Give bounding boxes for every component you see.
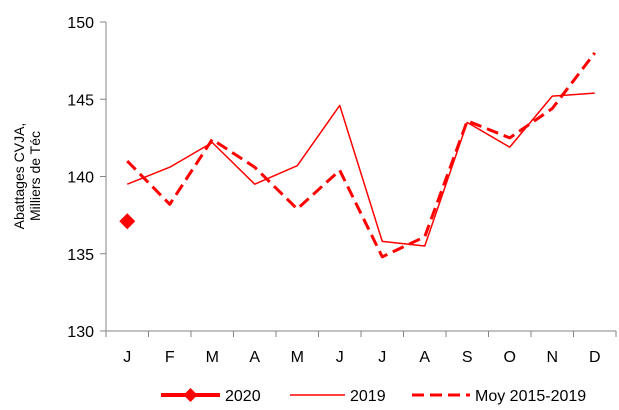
series-moy-2015-2019-line (126, 51, 596, 259)
x-tick-label: M (291, 349, 304, 366)
y-tick-label: 145 (67, 92, 94, 109)
y-tick-label: 135 (67, 247, 94, 264)
legend-label: 2020 (225, 388, 261, 405)
y-ticks: 130 135 140 145 150 (67, 15, 106, 341)
y-axis-title: Abattages CVJA, Milliers de Téc (11, 123, 43, 230)
x-tick-label: F (165, 349, 175, 366)
legend-label: 2019 (350, 388, 386, 405)
x-tick-label: D (589, 349, 601, 366)
legend-item: 2019 (290, 388, 386, 405)
legend-label: Moy 2015-2019 (475, 388, 586, 405)
y-axis-title-line-1: Abattages CVJA, (11, 123, 27, 230)
x-tick-label: N (546, 349, 558, 366)
y-tick-label: 140 (67, 170, 94, 187)
y-axis-title-line-2: Milliers de Téc (27, 131, 43, 221)
series-2019-line (126, 92, 595, 247)
x-tick-label: J (123, 349, 131, 366)
x-tick-label: O (504, 349, 516, 366)
series-2020-point (119, 213, 136, 230)
x-tick-label: A (249, 349, 260, 366)
x-tick-label: M (206, 349, 219, 366)
y-tick-label: 150 (67, 15, 94, 32)
legend-item: 2020 (161, 388, 261, 405)
y-tick-label: 130 (67, 324, 94, 341)
x-tick-label: J (336, 349, 344, 366)
legend-item: Moy 2015-2019 (412, 388, 586, 405)
legend-marker-2020 (183, 388, 198, 402)
legend: 2020 2019 Moy 2015-2019 (161, 388, 586, 405)
series-layer (119, 51, 596, 259)
x-tick-label: A (419, 349, 430, 366)
x-tick-label: J (378, 349, 386, 366)
x-tick-label: S (462, 349, 473, 366)
